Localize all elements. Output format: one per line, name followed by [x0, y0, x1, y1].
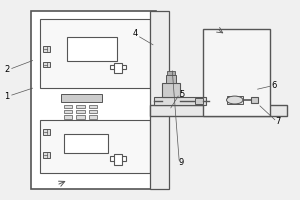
FancyBboxPatch shape	[43, 62, 50, 67]
FancyBboxPatch shape	[227, 96, 243, 104]
FancyBboxPatch shape	[89, 105, 97, 108]
FancyBboxPatch shape	[31, 11, 156, 189]
FancyBboxPatch shape	[76, 105, 85, 108]
Text: 4: 4	[133, 29, 138, 38]
FancyBboxPatch shape	[251, 97, 258, 103]
FancyBboxPatch shape	[114, 154, 122, 165]
FancyBboxPatch shape	[76, 115, 85, 119]
Text: 6: 6	[271, 81, 276, 90]
Text: 5: 5	[179, 90, 185, 99]
FancyBboxPatch shape	[76, 110, 85, 113]
FancyBboxPatch shape	[64, 134, 108, 153]
FancyBboxPatch shape	[67, 37, 117, 61]
Text: 1: 1	[4, 92, 9, 101]
FancyBboxPatch shape	[40, 120, 150, 173]
FancyBboxPatch shape	[195, 98, 203, 104]
FancyBboxPatch shape	[162, 83, 180, 97]
FancyBboxPatch shape	[150, 105, 287, 116]
FancyBboxPatch shape	[167, 71, 175, 75]
FancyBboxPatch shape	[114, 63, 122, 73]
Text: 7: 7	[275, 117, 280, 126]
FancyBboxPatch shape	[43, 129, 50, 135]
FancyBboxPatch shape	[64, 105, 72, 108]
FancyBboxPatch shape	[64, 115, 72, 119]
FancyBboxPatch shape	[40, 19, 150, 88]
FancyBboxPatch shape	[43, 46, 50, 52]
FancyBboxPatch shape	[166, 75, 176, 83]
Ellipse shape	[226, 96, 243, 104]
FancyBboxPatch shape	[61, 94, 102, 102]
FancyBboxPatch shape	[154, 97, 206, 105]
FancyBboxPatch shape	[203, 29, 270, 116]
FancyBboxPatch shape	[110, 156, 126, 161]
FancyBboxPatch shape	[150, 11, 169, 189]
FancyBboxPatch shape	[89, 110, 97, 113]
FancyBboxPatch shape	[110, 64, 126, 69]
FancyBboxPatch shape	[89, 115, 97, 119]
FancyBboxPatch shape	[64, 110, 72, 113]
FancyBboxPatch shape	[43, 152, 50, 158]
Text: 2: 2	[4, 65, 9, 74]
Text: 9: 9	[178, 158, 184, 167]
